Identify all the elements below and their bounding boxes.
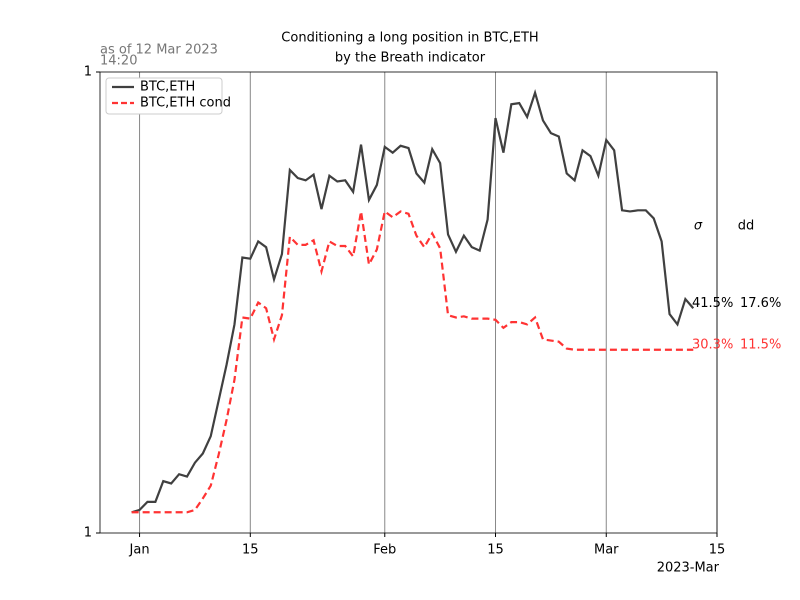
series-line — [131, 209, 694, 514]
stat-value: 30.3% — [692, 337, 733, 352]
chart-title: by the Breath indicator — [335, 51, 486, 66]
legend-label: BTC,ETH cond — [140, 96, 231, 111]
legend-label: BTC,ETH — [140, 80, 195, 95]
stat-value: 17.6% — [740, 296, 781, 311]
plot-frame — [99, 71, 718, 534]
x-tick-label: Feb — [373, 543, 396, 558]
x-tick-label: Mar — [594, 543, 619, 558]
y-tick-label: 1 — [84, 65, 92, 80]
stat-header: σ — [694, 219, 703, 234]
series-line — [131, 88, 695, 514]
x-tick-label: 15 — [709, 543, 726, 558]
x-offset-label: 2023-Mar — [657, 561, 720, 576]
x-tick-label: 15 — [242, 543, 259, 558]
y-tick-label: 1 — [84, 526, 92, 541]
stat-value: 11.5% — [740, 337, 781, 352]
x-tick-label: Jan — [129, 543, 150, 558]
x-tick-label: 15 — [487, 543, 504, 558]
note: 14:20 — [100, 54, 137, 69]
stat-value: 41.5% — [692, 296, 733, 311]
stat-header: dd — [738, 219, 755, 234]
legend-box — [105, 77, 223, 115]
note: as of 12 Mar 2023 — [100, 43, 218, 58]
chart-title: Conditioning a long position in BTC,ETH — [281, 31, 538, 46]
